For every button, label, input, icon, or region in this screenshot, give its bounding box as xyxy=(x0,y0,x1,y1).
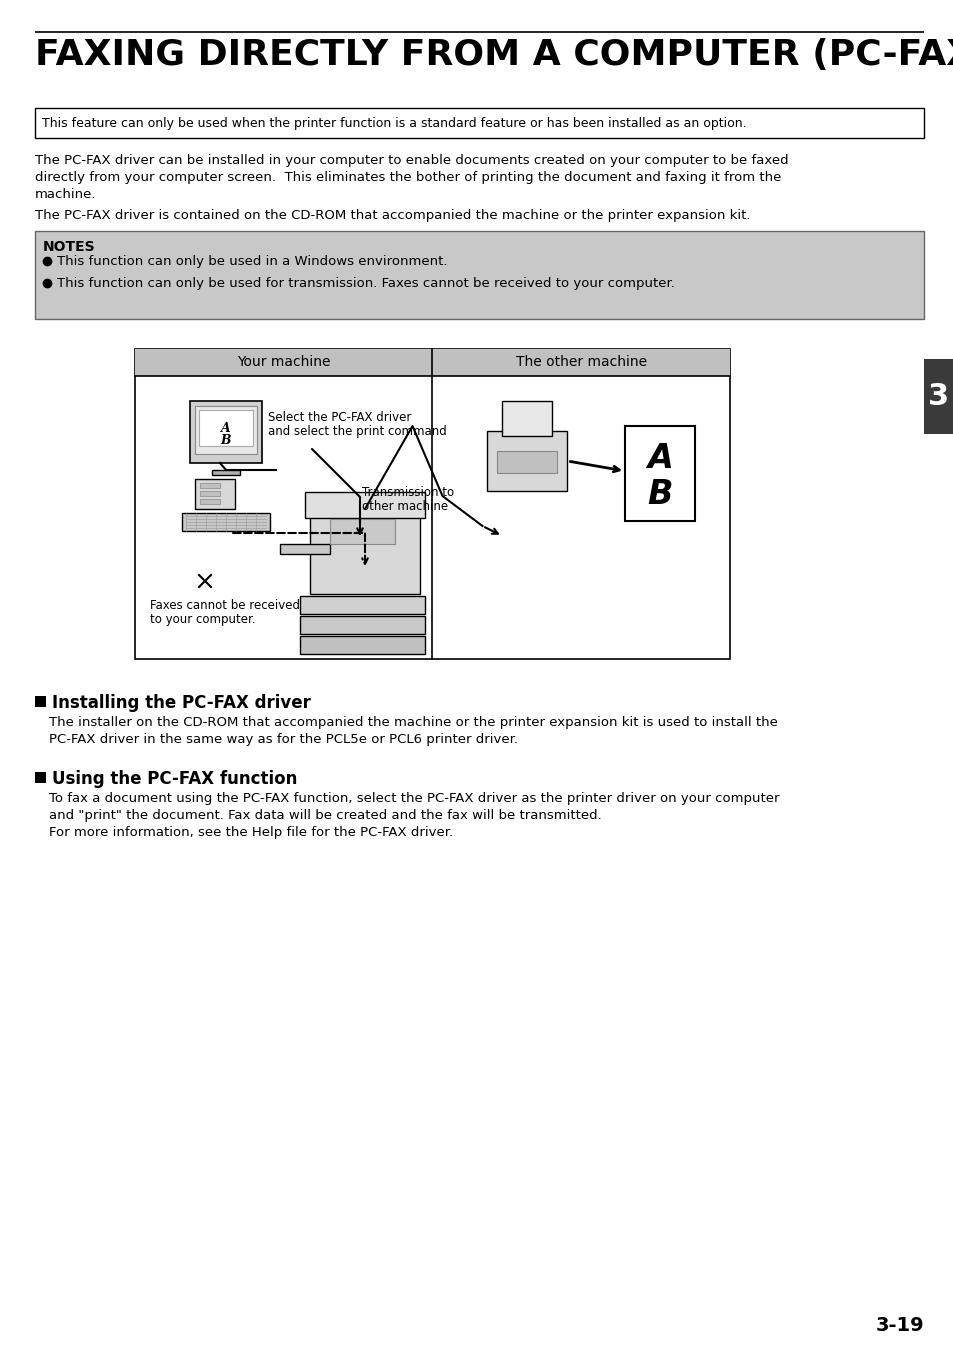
Text: machine.: machine. xyxy=(35,188,96,201)
Bar xyxy=(280,544,330,554)
Text: For more information, see the Help file for the PC-FAX driver.: For more information, see the Help file … xyxy=(49,825,453,839)
Text: This feature can only be used when the printer function is a standard feature or: This feature can only be used when the p… xyxy=(42,116,746,130)
Text: PC-FAX driver in the same way as for the PCL5e or PCL6 printer driver.: PC-FAX driver in the same way as for the… xyxy=(49,734,517,746)
Bar xyxy=(200,490,220,496)
Bar xyxy=(299,616,424,634)
Bar xyxy=(502,401,552,436)
Text: The PC-FAX driver is contained on the CD-ROM that accompanied the machine or the: The PC-FAX driver is contained on the CD… xyxy=(35,209,750,222)
Bar xyxy=(35,771,46,784)
Text: other machine: other machine xyxy=(362,500,448,513)
Text: FAXING DIRECTLY FROM A COMPUTER (PC-FAX FUNCTION): FAXING DIRECTLY FROM A COMPUTER (PC-FAX … xyxy=(35,38,953,72)
Bar xyxy=(135,349,729,376)
Bar xyxy=(330,519,395,544)
Bar xyxy=(194,407,256,454)
Bar xyxy=(194,480,234,509)
Bar xyxy=(190,401,262,463)
Bar xyxy=(35,231,923,319)
Text: The PC-FAX driver can be installed in your computer to enable documents created : The PC-FAX driver can be installed in yo… xyxy=(35,154,788,168)
Bar xyxy=(624,426,695,521)
Text: and "print" the document. Fax data will be created and the fax will be transmitt: and "print" the document. Fax data will … xyxy=(49,809,601,821)
Text: Installing the PC-FAX driver: Installing the PC-FAX driver xyxy=(52,694,311,712)
Text: and select the print command: and select the print command xyxy=(268,426,446,438)
Text: Select the PC-FAX driver: Select the PC-FAX driver xyxy=(268,411,411,424)
Bar xyxy=(497,451,557,473)
Bar xyxy=(135,349,729,659)
Bar xyxy=(35,696,46,707)
Text: B: B xyxy=(220,435,231,447)
Text: NOTES: NOTES xyxy=(43,240,95,254)
Text: Your machine: Your machine xyxy=(236,355,330,370)
Text: Faxes cannot be received: Faxes cannot be received xyxy=(150,598,299,612)
Text: B: B xyxy=(646,477,672,511)
Bar xyxy=(299,636,424,654)
Text: The installer on the CD-ROM that accompanied the machine or the printer expansio: The installer on the CD-ROM that accompa… xyxy=(49,716,777,730)
Text: directly from your computer screen.  This eliminates the bother of printing the : directly from your computer screen. This… xyxy=(35,172,781,184)
Bar xyxy=(199,409,253,446)
Text: 3-19: 3-19 xyxy=(875,1316,923,1335)
Text: The other machine: The other machine xyxy=(516,355,646,370)
Bar xyxy=(182,513,270,531)
Text: A: A xyxy=(221,423,231,435)
Bar xyxy=(305,492,424,517)
Bar xyxy=(299,596,424,613)
Text: A: A xyxy=(646,442,672,474)
Bar xyxy=(212,470,240,476)
Text: To fax a document using the PC-FAX function, select the PC-FAX driver as the pri: To fax a document using the PC-FAX funct… xyxy=(49,792,779,805)
Bar xyxy=(923,359,953,434)
Bar xyxy=(35,108,923,138)
Text: Transmission to: Transmission to xyxy=(362,486,455,499)
Text: 3: 3 xyxy=(927,382,948,411)
Bar xyxy=(200,484,220,488)
Text: to your computer.: to your computer. xyxy=(150,613,255,626)
Bar xyxy=(487,431,567,490)
Text: This function can only be used for transmission. Faxes cannot be received to you: This function can only be used for trans… xyxy=(57,277,674,290)
Bar xyxy=(200,499,220,504)
Text: This function can only be used in a Windows environment.: This function can only be used in a Wind… xyxy=(57,255,447,269)
Text: Using the PC-FAX function: Using the PC-FAX function xyxy=(52,770,297,788)
Bar xyxy=(310,513,419,594)
